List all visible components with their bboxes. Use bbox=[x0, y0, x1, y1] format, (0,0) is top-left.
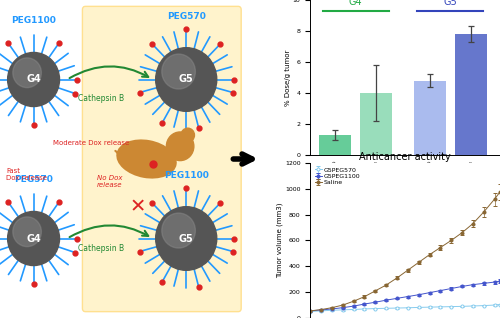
Y-axis label: Tumor volume (mm3): Tumor volume (mm3) bbox=[277, 203, 283, 278]
Text: Cathepsin B: Cathepsin B bbox=[78, 244, 124, 252]
Text: Moderate Dox release: Moderate Dox release bbox=[54, 140, 130, 146]
Text: PEG1100: PEG1100 bbox=[164, 171, 208, 180]
Bar bbox=[319, 135, 351, 155]
Text: Cathepsin B: Cathepsin B bbox=[78, 94, 124, 103]
Text: PEG570: PEG570 bbox=[14, 176, 53, 184]
Bar bbox=[455, 34, 487, 155]
Circle shape bbox=[8, 52, 60, 107]
Text: Fast
Dox release: Fast Dox release bbox=[6, 169, 47, 181]
Circle shape bbox=[156, 48, 216, 111]
Text: G5: G5 bbox=[444, 0, 458, 7]
Circle shape bbox=[162, 213, 196, 248]
Text: G4: G4 bbox=[26, 233, 41, 244]
Ellipse shape bbox=[116, 139, 177, 179]
Bar bbox=[360, 93, 392, 155]
Text: PEG570: PEG570 bbox=[167, 12, 205, 21]
Title: Anticancer activity: Anticancer activity bbox=[359, 152, 451, 162]
Bar bbox=[414, 81, 446, 155]
FancyBboxPatch shape bbox=[82, 6, 241, 312]
Circle shape bbox=[166, 132, 194, 161]
Circle shape bbox=[8, 211, 60, 266]
Text: No Dox
release: No Dox release bbox=[97, 175, 122, 188]
Legend: G5PEG570, G5PEG1100, Saline: G5PEG570, G5PEG1100, Saline bbox=[314, 166, 362, 186]
Y-axis label: % Dose/g tumor: % Dose/g tumor bbox=[286, 49, 292, 106]
Circle shape bbox=[162, 54, 196, 89]
Text: G5: G5 bbox=[179, 233, 194, 244]
Circle shape bbox=[13, 58, 42, 87]
Text: PEG1100: PEG1100 bbox=[11, 17, 56, 25]
Text: ✕: ✕ bbox=[129, 197, 146, 216]
Circle shape bbox=[13, 217, 42, 247]
Text: G4: G4 bbox=[26, 74, 41, 85]
Text: G5: G5 bbox=[179, 74, 194, 85]
Circle shape bbox=[156, 207, 216, 270]
Circle shape bbox=[181, 128, 194, 142]
Text: G4: G4 bbox=[349, 0, 362, 7]
